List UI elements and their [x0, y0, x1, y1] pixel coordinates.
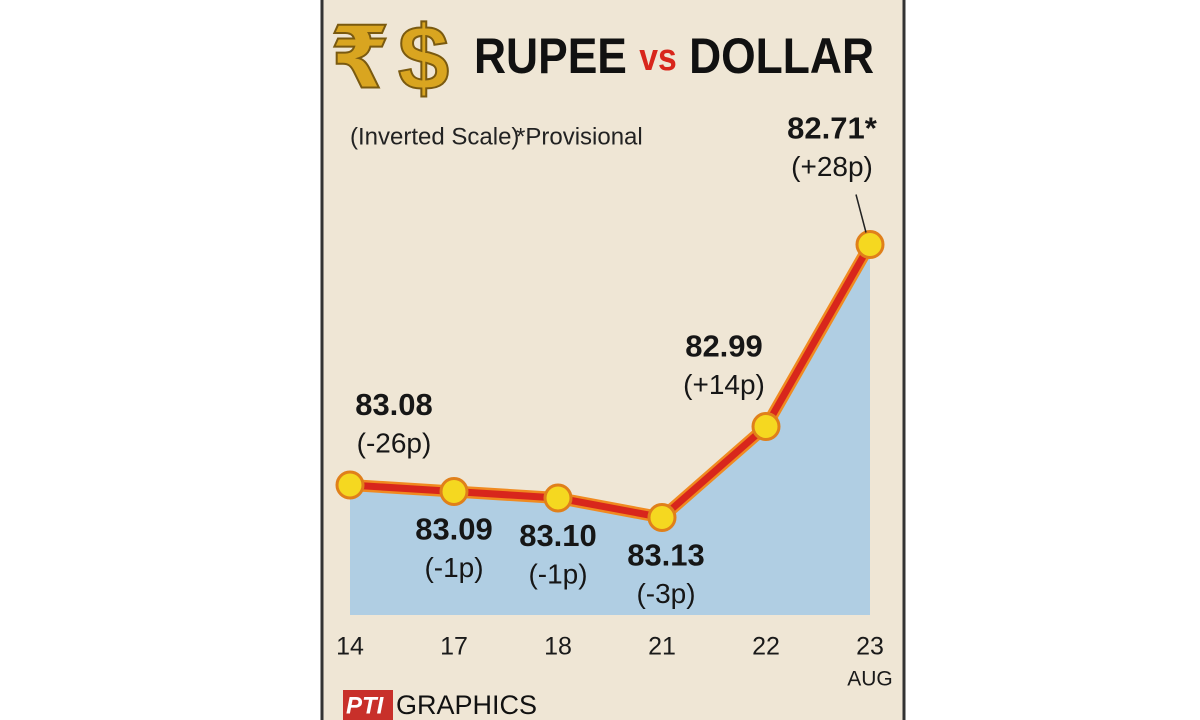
month-label: AUG — [847, 668, 893, 691]
title-part: RUPEE — [474, 28, 627, 84]
x-tick-label: 17 — [440, 633, 468, 661]
marker — [647, 503, 677, 532]
value-label: 82.99 — [685, 329, 763, 364]
line — [349, 242, 874, 521]
marker — [751, 412, 781, 441]
marker — [439, 477, 469, 506]
change-label: (-1p) — [528, 558, 587, 589]
source-logo: PTI — [346, 692, 385, 719]
value-label: 82.71* — [787, 111, 878, 146]
source: GRAPHICS — [396, 690, 537, 720]
value-label: 83.08 — [355, 387, 433, 422]
chart-title: RUPEE vs DOLLAR — [474, 28, 874, 84]
change-label: (-26p) — [357, 427, 432, 458]
value-label: 83.09 — [415, 512, 493, 547]
leader-line — [855, 194, 867, 233]
value-label: 83.13 — [627, 538, 705, 573]
dollar-symbol: $ — [398, 7, 449, 109]
marker — [855, 230, 885, 259]
title-part: DOLLAR — [689, 28, 874, 84]
change-label: (-1p) — [424, 552, 483, 583]
change-label: (+28p) — [791, 151, 873, 182]
note: (Inverted Scale) — [350, 123, 519, 150]
footnote: *Provisional — [516, 123, 643, 150]
change-label: (-3p) — [636, 578, 695, 609]
marker — [543, 483, 573, 513]
value-label: 83.10 — [519, 518, 597, 553]
logo-box — [343, 690, 393, 720]
change-label: (+14p) — [683, 369, 765, 400]
marker — [335, 470, 365, 500]
rupee-symbol: ₹ — [330, 11, 390, 107]
x-tick-label: 14 — [336, 633, 364, 661]
area — [350, 244, 870, 615]
title-part: vs — [639, 37, 677, 79]
x-tick-label: 23 — [856, 633, 884, 661]
x-tick-label: 22 — [752, 633, 780, 661]
x-tick-label: 21 — [648, 633, 676, 661]
x-tick-label: 18 — [544, 633, 572, 661]
